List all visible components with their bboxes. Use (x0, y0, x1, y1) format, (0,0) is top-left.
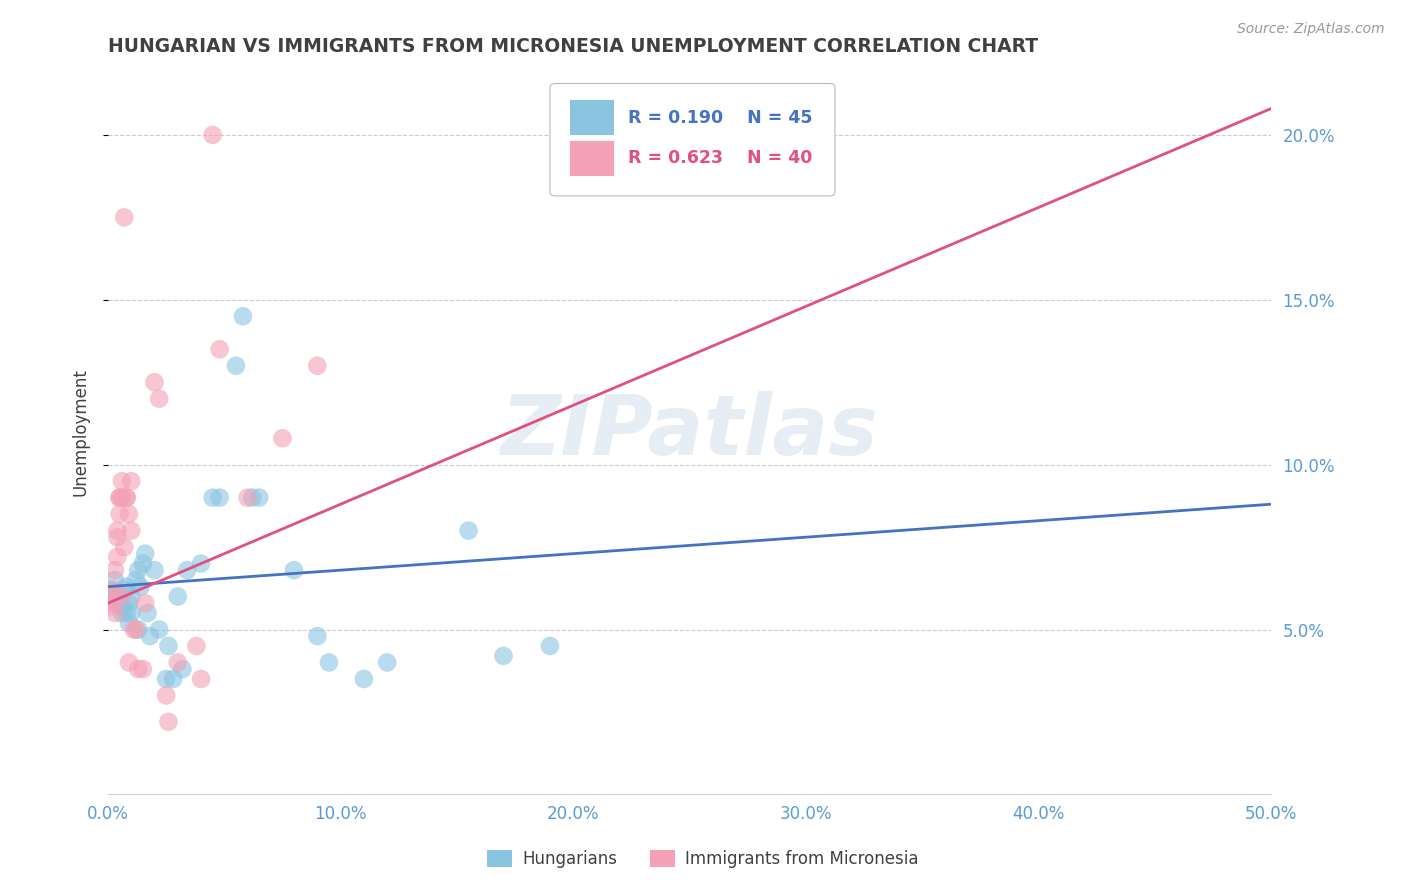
FancyBboxPatch shape (550, 84, 835, 196)
Point (108, 507, 131, 521)
Point (98, 590, 121, 604)
Point (136, 606, 159, 620)
Point (108, 491, 131, 505)
Point (105, 549, 128, 564)
Point (101, 596, 124, 610)
Point (104, 573, 127, 587)
Point (172, 662, 194, 676)
Point (307, 359, 329, 373)
Legend: Hungarians, Immigrants from Micronesia: Hungarians, Immigrants from Micronesia (481, 843, 925, 875)
Point (104, 563, 127, 577)
Point (104, 606, 127, 620)
Point (162, 672, 184, 686)
Point (132, 557, 155, 571)
Point (120, 590, 142, 604)
Point (118, 507, 141, 521)
Point (232, 310, 254, 324)
Point (247, 491, 270, 505)
Point (105, 530, 128, 544)
Point (127, 662, 149, 676)
Point (155, 689, 177, 703)
Point (118, 596, 141, 610)
Point (98, 582, 121, 597)
Point (208, 491, 231, 505)
Point (538, 639, 561, 653)
Point (457, 524, 479, 538)
Point (105, 596, 128, 610)
Point (155, 672, 177, 686)
Text: Source: ZipAtlas.com: Source: ZipAtlas.com (1237, 22, 1385, 37)
FancyBboxPatch shape (569, 100, 614, 135)
Point (283, 563, 305, 577)
Point (105, 524, 128, 538)
Point (115, 580, 138, 594)
Point (148, 623, 170, 637)
Point (190, 672, 212, 686)
Point (127, 623, 149, 637)
Point (492, 648, 515, 663)
Point (108, 590, 131, 604)
Point (236, 491, 259, 505)
Text: R = 0.190    N = 45: R = 0.190 N = 45 (628, 109, 813, 127)
Point (111, 491, 134, 505)
Point (111, 474, 134, 488)
Point (157, 714, 180, 729)
Point (134, 596, 156, 610)
Point (118, 656, 141, 670)
Point (122, 623, 145, 637)
Point (120, 474, 142, 488)
Point (120, 606, 142, 620)
Point (157, 639, 180, 653)
Text: R = 0.623    N = 40: R = 0.623 N = 40 (628, 149, 813, 167)
Point (166, 590, 188, 604)
Point (143, 375, 166, 389)
Point (190, 557, 212, 571)
Point (129, 580, 152, 594)
Point (148, 392, 170, 406)
Point (166, 656, 188, 670)
Point (125, 623, 148, 637)
Point (111, 606, 134, 620)
Point (143, 563, 166, 577)
Point (318, 656, 340, 670)
Text: HUNGARIAN VS IMMIGRANTS FROM MICRONESIA UNEMPLOYMENT CORRELATION CHART: HUNGARIAN VS IMMIGRANTS FROM MICRONESIA … (108, 37, 1038, 56)
Point (125, 573, 148, 587)
Point (108, 491, 131, 505)
Point (98, 599, 121, 614)
Point (271, 431, 294, 445)
Point (112, 211, 135, 225)
Point (225, 359, 247, 373)
Point (101, 590, 124, 604)
Point (139, 629, 162, 643)
Point (118, 615, 141, 630)
Point (134, 547, 156, 561)
Point (201, 491, 224, 505)
Point (375, 656, 398, 670)
Point (115, 606, 138, 620)
Point (208, 343, 231, 357)
Point (115, 491, 138, 505)
Point (176, 563, 198, 577)
Point (353, 672, 375, 686)
Point (111, 590, 134, 604)
Point (240, 491, 263, 505)
Point (186, 639, 208, 653)
Y-axis label: Unemployment: Unemployment (72, 368, 89, 496)
Point (127, 563, 149, 577)
Point (115, 491, 138, 505)
Point (132, 662, 155, 676)
Point (120, 524, 142, 538)
Point (111, 599, 134, 614)
Point (201, 128, 224, 142)
Point (112, 582, 135, 597)
Point (112, 540, 135, 554)
Text: ZIPatlas: ZIPatlas (501, 392, 879, 472)
Point (307, 629, 329, 643)
Point (101, 582, 124, 597)
FancyBboxPatch shape (569, 141, 614, 176)
